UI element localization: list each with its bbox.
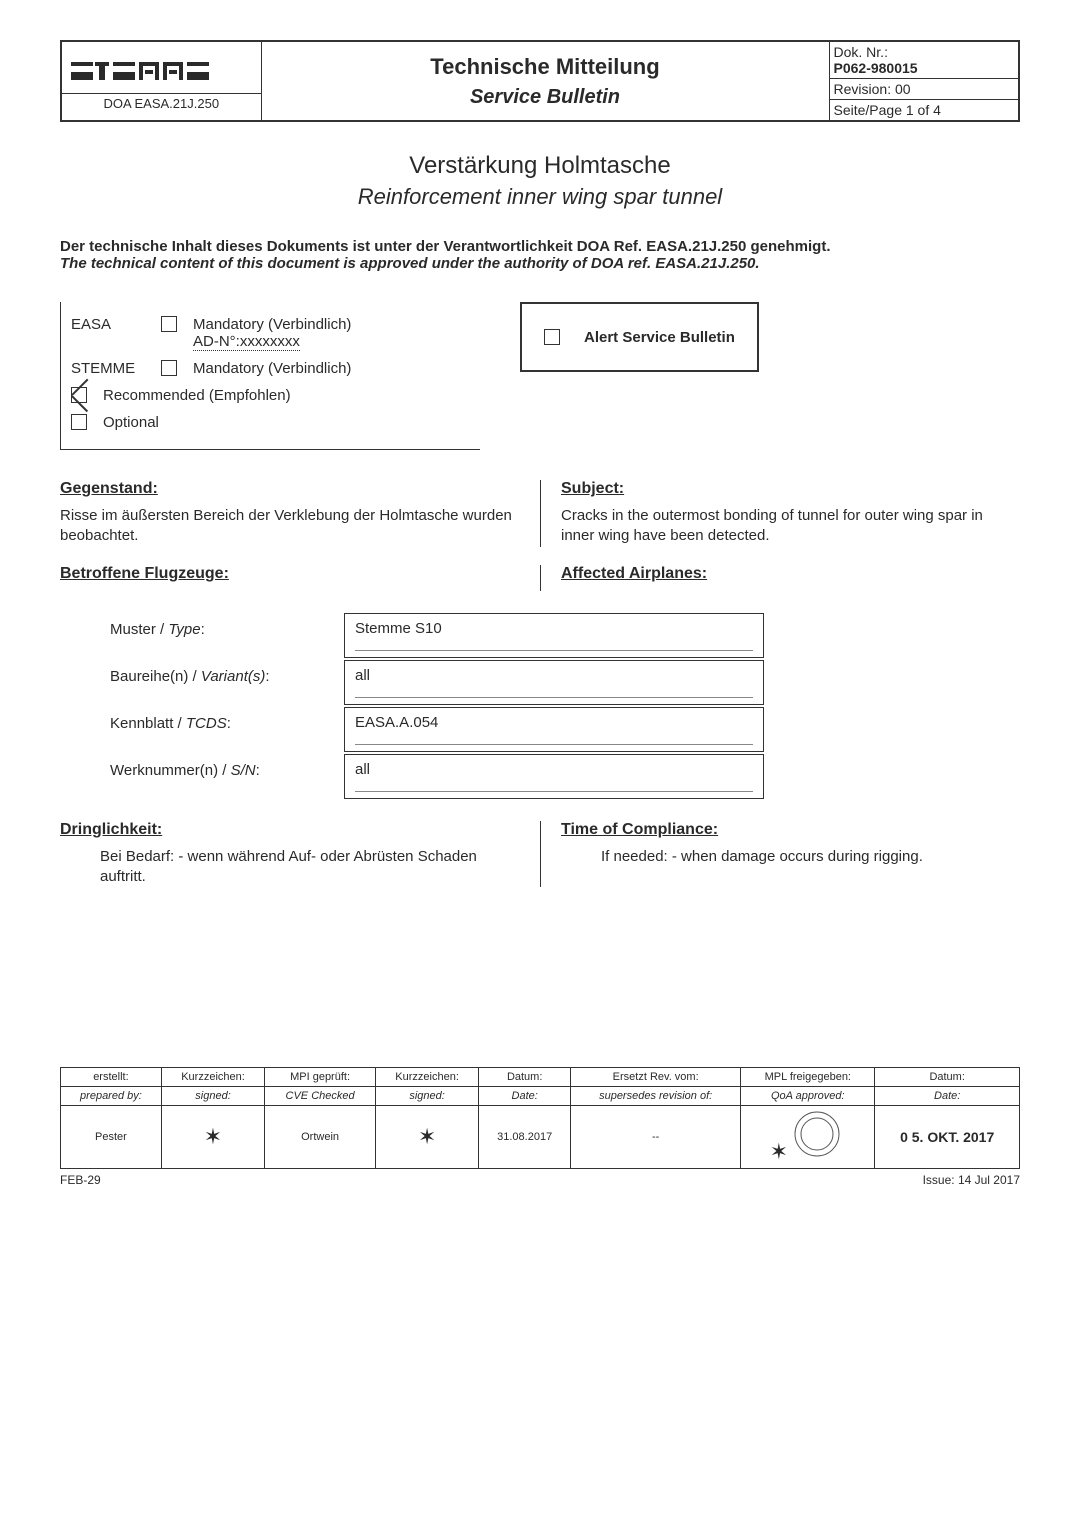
affected-label: Werknummer(n) / S/N:	[102, 754, 342, 799]
sig-header-en: QoA approved:	[741, 1087, 875, 1106]
sig-header: Datum:	[479, 1068, 571, 1087]
affected-value: all	[344, 660, 764, 705]
approval-block: Der technische Inhalt dieses Dokuments i…	[60, 238, 1020, 272]
logo	[62, 52, 261, 93]
affected-label: Baureihe(n) / Variant(s):	[102, 660, 342, 705]
dok-label: Dok. Nr.:	[834, 44, 888, 60]
gegenstand-head: Gegenstand:	[60, 480, 520, 498]
sig-header: Datum:	[875, 1068, 1020, 1087]
ad-no: AD-N°:xxxxxxxx	[193, 333, 300, 351]
approval-en: The technical content of this document i…	[60, 255, 1020, 272]
sig-header-en: Date:	[479, 1087, 571, 1106]
sig-cell: Pester	[61, 1106, 162, 1169]
recommended-label: Recommended (Empfohlen)	[103, 387, 291, 404]
compliance-text: If needed: - when damage occurs during r…	[561, 847, 1000, 867]
footer-left: FEB-29	[60, 1173, 101, 1187]
header-table: DOA EASA.21J.250 Technische Mitteilung S…	[60, 40, 1020, 122]
subject-head: Subject:	[561, 480, 1000, 498]
affected-table: Muster / Type:Stemme S10Baureihe(n) / Va…	[100, 611, 766, 801]
easa-label: EASA	[71, 316, 161, 333]
sig-cell: Ortwein	[265, 1106, 376, 1169]
sig-header: Kurzzeichen:	[375, 1068, 478, 1087]
optional-label: Optional	[103, 414, 159, 431]
dringlichkeit-head: Dringlichkeit:	[60, 821, 520, 839]
recommended-checkbox	[71, 387, 87, 403]
affected-value: Stemme S10	[344, 613, 764, 658]
affected-label: Kennblatt / TCDS:	[102, 707, 342, 752]
approval-de: Der technische Inhalt dieses Dokuments i…	[60, 238, 1020, 255]
page: Seite/Page 1 of 4	[830, 100, 1019, 120]
doc-title-de: Verstärkung Holmtasche	[60, 152, 1020, 180]
dringlichkeit-text: Bei Bedarf: - wenn während Auf- oder Abr…	[60, 847, 520, 888]
compliance-row: Dringlichkeit: Bei Bedarf: - wenn währen…	[60, 821, 1020, 888]
dok-nr: P062-980015	[834, 60, 918, 76]
sig-header-en: Date:	[875, 1087, 1020, 1106]
doc-title-en: Reinforcement inner wing spar tunnel	[60, 184, 1020, 210]
sig-header-en: signed:	[375, 1087, 478, 1106]
title-de: Technische Mitteilung	[270, 54, 821, 80]
sig-header-en: CVE Checked	[265, 1087, 376, 1106]
sig-cell: --	[571, 1106, 741, 1169]
optional-checkbox	[71, 414, 87, 430]
easa-mandatory: Mandatory (Verbindlich)	[193, 316, 351, 333]
sig-header: MPI geprüft:	[265, 1068, 376, 1087]
compliance-head: Time of Compliance:	[561, 821, 1000, 839]
affected-head-de: Betroffene Flugzeuge:	[60, 565, 520, 583]
alert-box: Alert Service Bulletin	[520, 302, 759, 372]
affected-value: all	[344, 754, 764, 799]
gegenstand-text: Risse im äußersten Bereich der Verklebun…	[60, 506, 520, 547]
subject-row: Gegenstand: Risse im äußersten Bereich d…	[60, 480, 1020, 547]
sig-cell: ✶	[161, 1106, 264, 1169]
alert-checkbox	[544, 329, 560, 345]
affected-value: EASA.A.054	[344, 707, 764, 752]
revision: Revision: 00	[830, 79, 1019, 100]
sig-header-en: signed:	[161, 1087, 264, 1106]
title-en: Service Bulletin	[270, 80, 821, 109]
sig-cell: ✶	[741, 1106, 875, 1169]
stemme-mandatory: Mandatory (Verbindlich)	[193, 360, 351, 377]
sig-header: erstellt:	[61, 1068, 162, 1087]
sig-cell: 31.08.2017	[479, 1106, 571, 1169]
sig-cell: 0 5. OKT. 2017	[875, 1106, 1020, 1169]
stemme-checkbox	[161, 360, 177, 376]
sig-header: MPL freigegeben:	[741, 1068, 875, 1087]
alert-label: Alert Service Bulletin	[584, 329, 735, 346]
sig-header-en: prepared by:	[61, 1087, 162, 1106]
signature-table: erstellt:Kurzzeichen:MPI geprüft:Kurzzei…	[60, 1067, 1020, 1169]
stemme-label: STEMME	[71, 360, 161, 377]
affected-head-en: Affected Airplanes:	[561, 565, 1000, 583]
sig-header: Kurzzeichen:	[161, 1068, 264, 1087]
sig-header-en: supersedes revision of:	[571, 1087, 741, 1106]
subject-text: Cracks in the outermost bonding of tunne…	[561, 506, 1000, 547]
classification-box: EASA Mandatory (Verbindlich) AD-N°:xxxxx…	[60, 302, 480, 450]
sig-cell: ✶	[375, 1106, 478, 1169]
doa-ref: DOA EASA.21J.250	[62, 93, 261, 111]
easa-checkbox	[161, 316, 177, 332]
sig-header: Ersetzt Rev. vom:	[571, 1068, 741, 1087]
affected-label: Muster / Type:	[102, 613, 342, 658]
footer-right: Issue: 14 Jul 2017	[923, 1173, 1020, 1187]
